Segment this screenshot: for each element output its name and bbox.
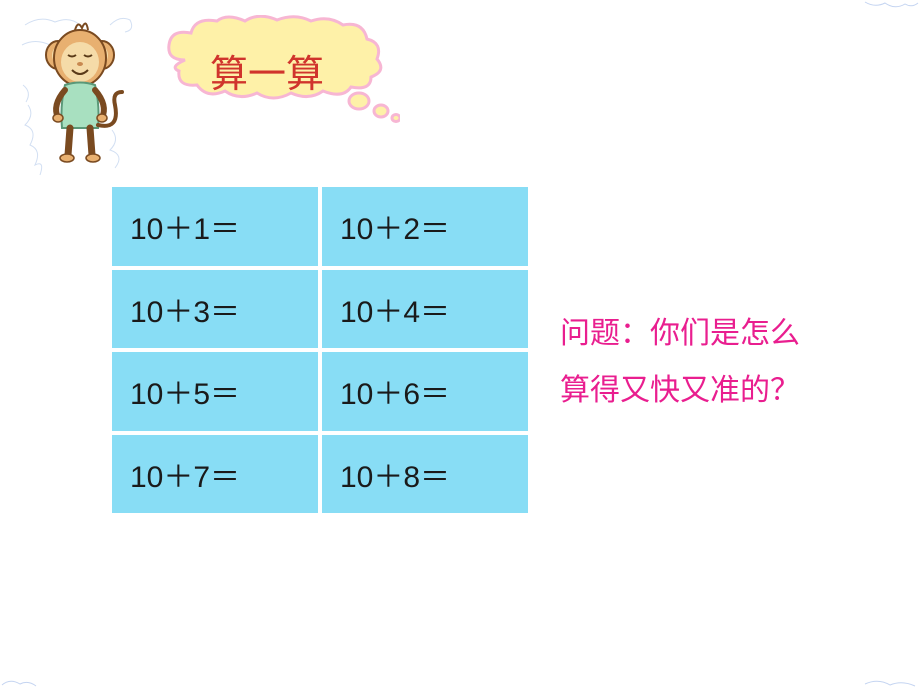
math-cell: 10＋5＝ [110, 350, 320, 433]
math-expression: 10＋2＝ [340, 204, 450, 248]
math-expression: 10＋8＝ [340, 452, 450, 496]
question-line-2: 算得又快又准的？ [560, 362, 900, 419]
math-expression: 10＋4＝ [340, 287, 450, 331]
monkey-illustration [20, 10, 140, 180]
math-cell: 10＋7＝ [110, 433, 320, 516]
math-cell: 10＋8＝ [320, 433, 530, 516]
math-cell: 10＋3＝ [110, 268, 320, 351]
math-cell: 10＋4＝ [320, 268, 530, 351]
math-cell: 10＋2＝ [320, 185, 530, 268]
math-problems-grid: 10＋1＝ 10＋2＝ 10＋3＝ 10＋4＝ 10＋5＝ 10＋6＝ 10＋7… [110, 185, 530, 515]
math-expression: 10＋6＝ [340, 369, 450, 413]
math-expression: 10＋7＝ [130, 452, 240, 496]
math-expression: 10＋5＝ [130, 369, 240, 413]
question-line-1: 问题：你们是怎么 [560, 305, 900, 362]
question-text: 问题：你们是怎么 算得又快又准的？ [560, 305, 900, 419]
math-cell: 10＋6＝ [320, 350, 530, 433]
title-cloud: 算一算 [155, 15, 400, 125]
edge-decoration [860, 0, 920, 30]
edge-decoration [0, 660, 40, 690]
edge-decoration [860, 660, 920, 690]
math-expression: 10＋3＝ [130, 287, 240, 331]
math-cell: 10＋1＝ [110, 185, 320, 268]
math-expression: 10＋1＝ [130, 204, 240, 248]
title-text: 算一算 [210, 43, 324, 98]
